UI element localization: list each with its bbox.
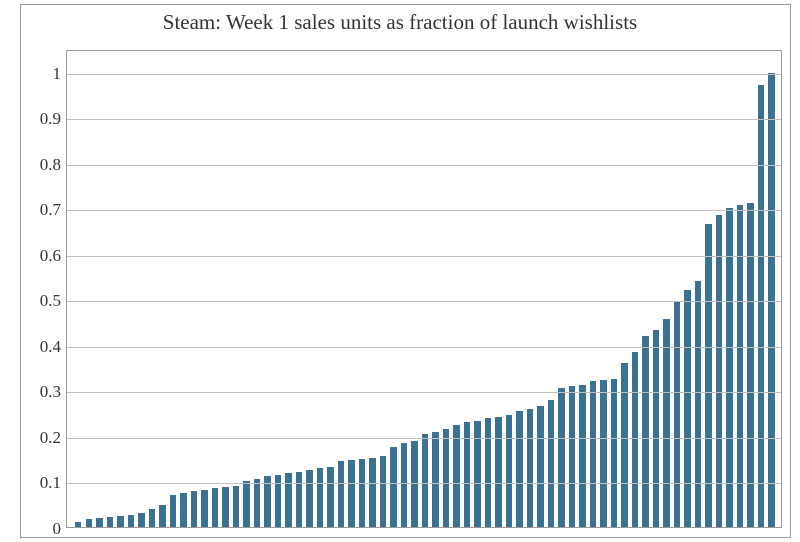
bar <box>254 479 261 527</box>
bar <box>159 505 166 527</box>
y-tick-label: 0.4 <box>40 337 67 357</box>
bar <box>212 488 219 527</box>
bar <box>443 429 450 527</box>
bar <box>695 281 702 527</box>
plot-area: 00.10.20.30.40.50.60.70.80.91 <box>66 50 782 528</box>
y-tick-label: 0.1 <box>40 473 67 493</box>
bar <box>537 406 544 527</box>
bar <box>243 481 250 527</box>
bar <box>527 409 534 527</box>
grid-line <box>67 347 781 348</box>
bar <box>170 495 177 527</box>
bar <box>86 519 93 527</box>
bar <box>149 509 156 527</box>
grid-line <box>67 301 781 302</box>
bar <box>747 203 754 527</box>
bar <box>432 432 439 527</box>
bar <box>369 458 376 527</box>
bar <box>222 487 229 527</box>
bars-container <box>67 51 781 527</box>
grid-line <box>67 119 781 120</box>
bar <box>506 415 513 527</box>
bar <box>611 379 618 527</box>
y-tick-label: 0.3 <box>40 382 67 402</box>
grid-line <box>67 483 781 484</box>
bar <box>653 330 660 527</box>
bar <box>401 443 408 527</box>
grid-line <box>67 74 781 75</box>
y-tick-label: 0.9 <box>40 109 67 129</box>
bar <box>737 205 744 527</box>
y-tick-label: 0.6 <box>40 246 67 266</box>
bar <box>201 490 208 527</box>
y-tick-label: 0 <box>53 519 68 539</box>
bar <box>422 434 429 527</box>
bar <box>590 381 597 527</box>
y-tick-label: 0.8 <box>40 155 67 175</box>
y-tick-label: 0.2 <box>40 428 67 448</box>
bar <box>327 467 334 527</box>
grid-line <box>67 438 781 439</box>
bar <box>75 522 82 527</box>
bar <box>306 470 313 527</box>
grid-line <box>67 256 781 257</box>
bar <box>348 460 355 527</box>
bar <box>600 380 607 527</box>
bar <box>96 518 103 527</box>
bar <box>674 302 681 527</box>
bar <box>390 447 397 527</box>
bar <box>338 461 345 527</box>
bar <box>758 85 765 527</box>
bar <box>684 290 691 527</box>
bar <box>233 486 240 527</box>
bar <box>380 456 387 527</box>
chart-title: Steam: Week 1 sales units as fraction of… <box>0 10 800 35</box>
bar <box>296 472 303 527</box>
y-tick-label: 0.5 <box>40 291 67 311</box>
bar <box>768 73 775 527</box>
grid-line <box>67 165 781 166</box>
y-tick-label: 0.7 <box>40 200 67 220</box>
bar <box>107 517 114 527</box>
bar <box>180 493 187 527</box>
bar <box>128 515 135 527</box>
bar <box>359 459 366 527</box>
bar <box>642 336 649 527</box>
bar <box>317 468 324 527</box>
bar <box>569 386 576 527</box>
bar <box>485 418 492 527</box>
bar <box>621 363 628 527</box>
bar <box>453 425 460 527</box>
bar <box>138 513 145 527</box>
grid-line <box>67 392 781 393</box>
bar <box>579 385 586 527</box>
bar <box>716 215 723 527</box>
bar <box>117 516 124 527</box>
bar <box>495 417 502 527</box>
bar <box>705 224 712 527</box>
y-tick-label: 1 <box>53 64 68 84</box>
grid-line <box>67 210 781 211</box>
bar <box>632 352 639 527</box>
bar <box>558 388 565 527</box>
bar <box>548 400 555 527</box>
bar <box>663 319 670 527</box>
bar <box>191 491 198 527</box>
bar <box>516 411 523 527</box>
bar <box>285 473 292 527</box>
